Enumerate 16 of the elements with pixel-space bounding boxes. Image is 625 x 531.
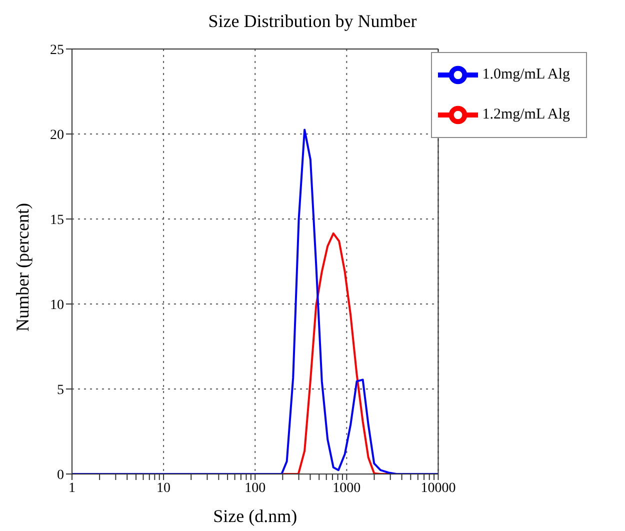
x-tick-label: 100 <box>244 480 266 496</box>
x-tick-label: 10000 <box>420 480 456 496</box>
x-tick-label: 1 <box>68 480 76 496</box>
y-tick-label: 15 <box>50 212 64 228</box>
y-tick-label: 25 <box>50 42 64 58</box>
y-tick-label: 0 <box>57 468 64 483</box>
y-axis-title: Number (percent) <box>12 203 32 332</box>
y-tick-label: 5 <box>57 382 64 398</box>
x-tick-label: 1000 <box>332 480 361 496</box>
chart-title: Size Distribution by Number <box>207 10 418 33</box>
y-tick-label: 20 <box>50 128 64 143</box>
legend-label: 1.0mg/mL Alg <box>482 66 570 82</box>
x-axis-title: Size (d.nm) <box>213 506 298 526</box>
y-tick-label: 10 <box>50 298 64 313</box>
x-tick-label: 10 <box>156 480 171 496</box>
legend-label: 1.2mg/mL Alg <box>482 106 570 122</box>
